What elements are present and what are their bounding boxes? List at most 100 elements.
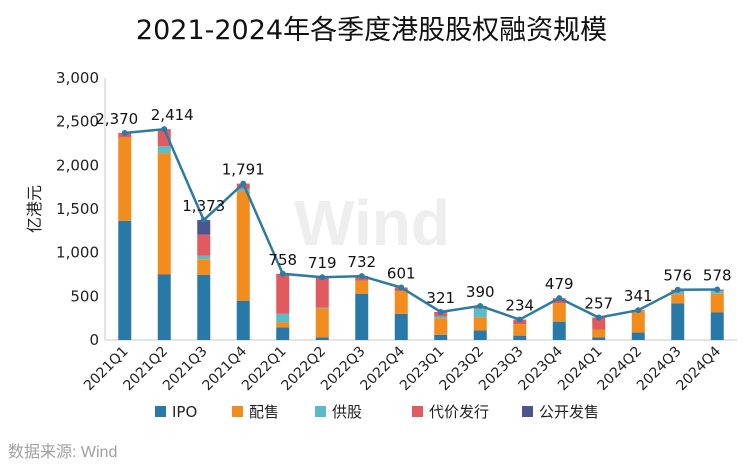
legend-label: 供股 [332,403,362,421]
bar-segment-代价发行 [197,234,211,256]
legend-swatch-IPO [155,406,166,417]
bar-segment-配售 [434,318,448,335]
legend-swatch-公开发售 [522,406,533,417]
legend-label: 公开发售 [539,403,599,421]
total-point [714,286,721,293]
total-data-label: 576 [663,267,692,285]
total-line [124,127,718,321]
bar-segment-IPO [197,274,211,340]
total-data-label: 321 [426,289,455,307]
source-note: 数据来源: Wind [8,444,118,461]
bar-segment-配售 [671,294,685,304]
bar-segment-配售 [118,137,132,221]
x-tick-label: 2024Q4 [673,343,724,394]
bar-segment-代价发行 [315,277,329,308]
bar-segment-配售 [631,311,645,333]
bar-segment-IPO [276,327,290,340]
bar-segment-供股 [434,316,448,319]
total-point [437,308,444,315]
total-data-label: 758 [268,251,297,269]
total-point [279,270,286,277]
total-point [319,274,326,281]
bar-segment-配售 [710,293,724,313]
bar-segment-配售 [473,317,487,331]
total-point [516,316,523,323]
y-tick-label: 2,000 [56,156,99,174]
y-tick-label: 2,500 [56,113,99,131]
bar-segment-配售 [394,291,408,314]
bar-segment-代价发行 [276,273,290,314]
legend-label: IPO [172,403,197,421]
bar-segment-配售 [157,153,171,275]
bar-segment-IPO [315,337,329,340]
bar-segment-IPO [236,300,250,340]
y-tick-label: 3,000 [56,69,99,87]
total-data-label: 341 [624,287,653,305]
total-data-label: 732 [347,253,376,271]
bar-segment-IPO [473,330,487,340]
y-tick-label: 500 [70,287,99,305]
legend-label: 代价发行 [429,403,489,421]
total-point [358,273,365,280]
y-tick-label: 0 [89,331,99,349]
total-data-label: 719 [308,254,337,272]
bar-segment-IPO [434,334,448,340]
bar-segment-公开发售 [197,220,211,235]
total-point [556,295,563,302]
y-tick-label: 1,500 [56,200,99,218]
total-point [200,217,207,224]
total-point [595,314,602,321]
chart-title: 2021-2024年各季度港股股权融资规模 [135,15,608,46]
legend-swatch-供股 [315,406,326,417]
legend-swatch-代价发行 [412,406,423,417]
bar-segment-IPO [592,337,606,340]
bar-segment-供股 [473,308,487,318]
bar-segment-IPO [631,332,645,340]
bar-segment-配售 [355,280,369,294]
bar-segment-供股 [276,313,290,323]
watermark: Wind [294,187,450,259]
total-point [477,302,484,309]
total-data-label: 2,370 [95,110,138,128]
bar-segment-供股 [315,307,329,309]
bar-segment-配售 [276,322,290,328]
bar-segment-供股 [157,146,171,154]
total-data-label: 601 [387,265,416,283]
total-data-label: 2,414 [151,106,194,124]
total-data-label: 479 [545,275,574,293]
total-point [240,180,247,187]
bar-segment-供股 [671,291,685,295]
bar-segment-IPO [513,335,527,340]
bar-segment-供股 [236,188,250,192]
total-point [161,126,168,133]
y-axis-label: 亿港元 [25,185,44,233]
bar-segment-IPO [710,312,724,340]
y-tick-label: 1,000 [56,244,99,262]
bar-segment-配售 [315,308,329,338]
bar-segment-配售 [592,329,606,338]
bar-segment-代价发行 [157,129,171,147]
bar-segment-配售 [197,259,211,275]
total-point [398,284,405,291]
bar-segment-配售 [513,324,527,336]
total-point [674,286,681,293]
bar-segment-IPO [671,303,685,340]
bar-segment-IPO [118,220,132,340]
bar-segment-IPO [394,313,408,340]
total-data-label: 390 [466,283,495,301]
total-data-label: 234 [505,297,534,315]
total-data-label: 257 [584,295,613,313]
legend-label: 配售 [249,403,279,421]
bar-segment-配售 [236,191,250,301]
total-data-label: 1,373 [182,197,225,215]
total-data-label: 1,791 [222,161,265,179]
bar-segment-供股 [197,255,211,260]
total-point [121,130,128,137]
bar-segment-配售 [552,303,566,322]
bar-segment-代价发行 [592,317,606,330]
total-point [635,307,642,314]
bar-segment-IPO [355,293,369,340]
legend-swatch-配售 [232,406,243,417]
total-data-label: 578 [703,267,732,285]
